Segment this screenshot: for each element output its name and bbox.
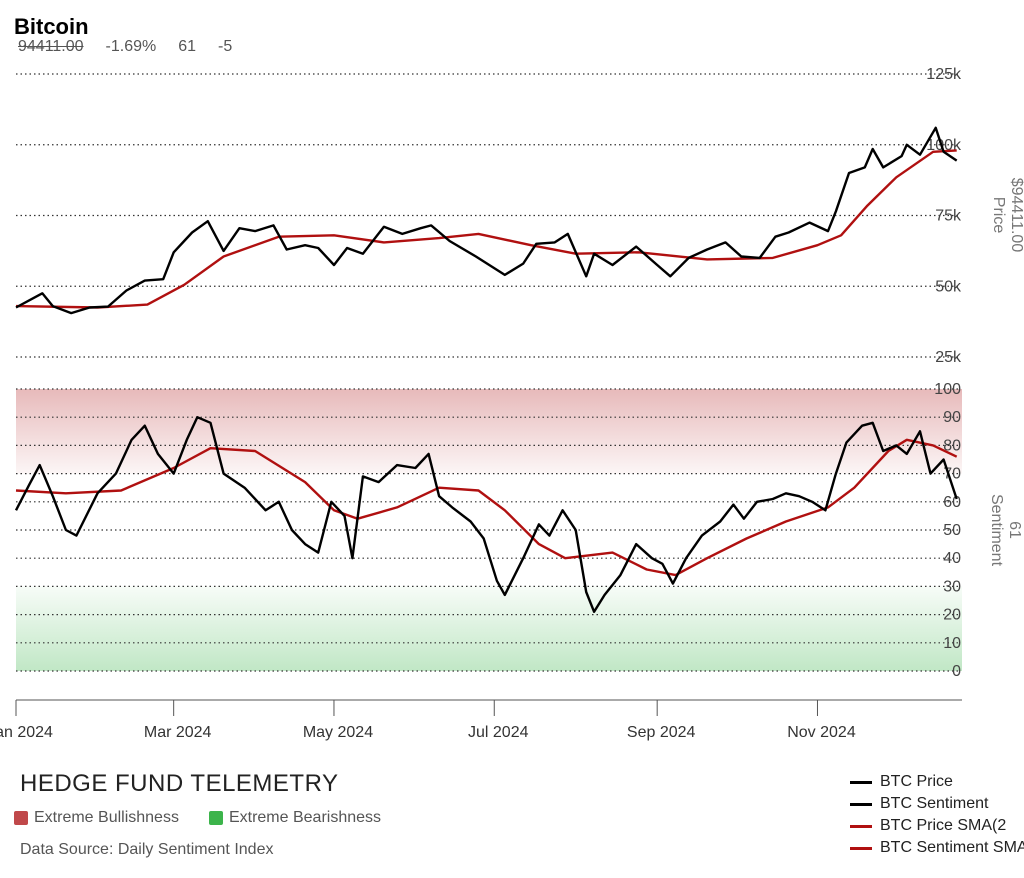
y-tick-label: 0 [952,663,961,680]
y-tick-label: 100 [934,381,961,398]
y-tick-label: 25k [935,349,962,366]
bearish-swatch-icon [208,811,223,825]
price-sma-line [15,149,957,309]
legend-label: BTC Sentiment [880,795,989,812]
zone-legend-item: Extreme Bullishness [14,809,179,827]
data-source: Data Source: Daily Sentiment Index [20,841,274,858]
sentiment-axis-label: Sentiment 61 [988,494,1023,567]
bullish-swatch-icon [14,811,28,825]
chart-title: Bitcoin [14,14,89,39]
legend-item[interactable]: BTC Sentiment SMA [850,837,1024,859]
axis-label-text: $94411.00 [1008,178,1024,253]
y-tick-label: 20 [943,607,961,624]
x-tick-label: Sep 2024 [627,724,696,741]
y-tick-label: 30 [943,578,961,595]
y-tick-label: 50 [943,522,961,539]
axis-label-text: Price [990,197,1007,234]
legend-line-icon [850,846,872,850]
header-stats: 94411.00 -1.69% 61 -5 [18,38,232,56]
price-line [15,126,958,315]
zone-legend: Extreme Bullishness Extreme Bearishness [14,809,381,827]
sentiment-line [14,416,958,613]
zone-label: Extreme Bullishness [34,809,179,826]
y-tick-label: 125k [926,66,962,83]
y-tick-label: 60 [943,494,961,511]
y-tick-label: 80 [943,437,961,454]
extreme-bearishness-zone [16,586,962,671]
legend-item[interactable]: BTC Price [850,771,1024,793]
legend-line-icon [850,824,872,828]
legend-line-icon [850,802,872,806]
y-tick-label: 10 [943,635,961,652]
x-tick-label: May 2024 [303,724,373,741]
x-tick-label: Jul 2024 [468,724,529,741]
legend-label: BTC Sentiment SMA [880,839,1024,856]
y-tick-label: 40 [943,550,961,567]
legend-item[interactable]: BTC Sentiment [850,793,1024,815]
axis-label-text: Sentiment [988,494,1005,567]
chart-area: 25k50k75k100k125k0102030405060708090100J… [0,66,1024,741]
price-axis-label: Price $94411.00 [990,178,1024,253]
x-tick-label: Nov 2024 [787,724,856,741]
y-tick-label: 50k [935,278,962,295]
zone-label: Extreme Bearishness [228,809,382,826]
y-tick-label: 75k [935,208,962,225]
sentiment-value: 61 [178,38,197,55]
legend-line-icon [850,780,872,784]
last-price: 94411.00 [18,38,84,55]
x-tick-label: Mar 2024 [144,724,212,741]
sentiment-change: -5 [218,38,233,55]
y-tick-label: 90 [943,409,961,426]
series-legend: BTC Price BTC Sentiment BTC Price SMA(2 … [850,771,1024,859]
brand-name: HEDGE FUND TELEMETRY [20,770,339,797]
change-percent: -1.69% [105,38,157,55]
axis-label-text: 61 [1006,521,1023,539]
legend-item[interactable]: BTC Price SMA(2 [850,815,1024,837]
legend-label: BTC Price SMA(2 [880,817,1007,834]
x-tick-label: Jan 2024 [0,724,53,741]
zone-legend-item: Extreme Bearishness [208,809,382,827]
extreme-bullishness-zone [16,389,962,474]
sentiment-sma-line [15,438,958,577]
legend-label: BTC Price [880,773,953,790]
